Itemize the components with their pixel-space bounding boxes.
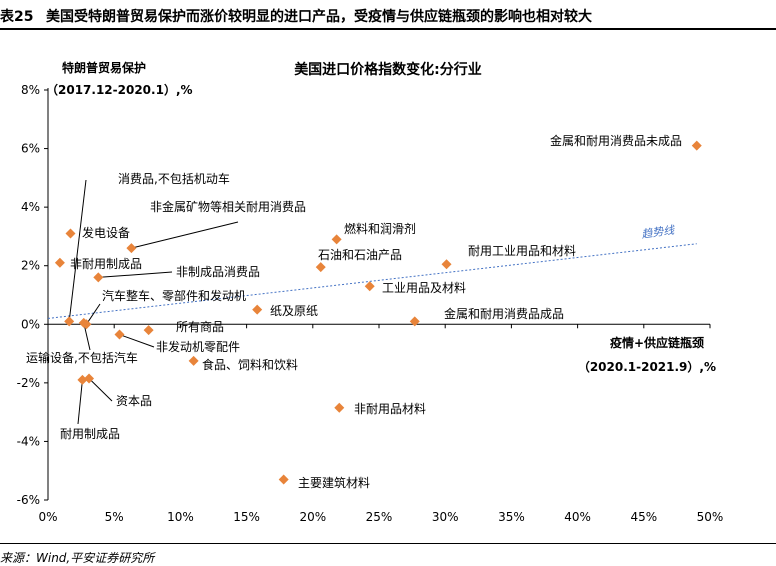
data-point-label: 发电设备 bbox=[82, 225, 130, 240]
y-tick-label: -2% bbox=[17, 376, 40, 390]
leader-line bbox=[77, 379, 83, 425]
y-tick-label: -6% bbox=[17, 493, 40, 507]
data-point-marker bbox=[331, 234, 342, 245]
x-tick-label: 5% bbox=[105, 510, 124, 524]
data-point-label: 所有商品 bbox=[176, 319, 224, 334]
data-point-label: 主要建筑材料 bbox=[298, 475, 370, 490]
y-tick-label: -4% bbox=[17, 434, 40, 448]
leader-line bbox=[119, 334, 155, 348]
x-tick-label: 40% bbox=[564, 510, 591, 524]
data-point-label: 食品、饲料和饮料 bbox=[202, 357, 298, 372]
leader-line bbox=[85, 303, 101, 325]
x-tick-label: 30% bbox=[432, 510, 459, 524]
data-point-marker bbox=[252, 304, 263, 315]
y-tick-label: 4% bbox=[21, 200, 40, 214]
trend-line bbox=[47, 243, 697, 319]
source-footer: 来源：Wind,平安证券研究所 bbox=[0, 543, 776, 565]
data-point-label: 运输设备,不包括汽车 bbox=[26, 350, 138, 365]
data-point-marker bbox=[409, 316, 420, 327]
data-point-label: 耐用工业用品和材料 bbox=[468, 244, 576, 258]
figure-header: 表25 美国受特朗普贸易保护而涨价较明显的进口产品，受疫情与供应链瓶颈的影响也相… bbox=[0, 0, 776, 30]
data-point-label: 资本品 bbox=[116, 394, 152, 408]
data-point-label: 非金属矿物等相关耐用消费品 bbox=[150, 199, 306, 214]
data-point-marker bbox=[691, 140, 702, 151]
x-axis-label-line2: （2020.1-2021.9）,% bbox=[578, 359, 716, 374]
data-point-label: 工业用品及材料 bbox=[382, 281, 466, 295]
y-axis-label-line2: （2017.12-2020.1）,% bbox=[46, 82, 193, 97]
data-point-marker bbox=[65, 228, 76, 239]
trend-line-path bbox=[47, 243, 697, 319]
data-point-marker bbox=[54, 257, 65, 268]
data-points bbox=[54, 140, 702, 485]
x-tick-label: 10% bbox=[167, 510, 194, 524]
data-point-label: 非耐用制成品 bbox=[70, 257, 142, 271]
data-point-label: 石油和石油产品 bbox=[318, 248, 402, 262]
data-point-label: 燃料和润滑剂 bbox=[344, 221, 416, 236]
data-point-marker bbox=[278, 474, 289, 485]
data-point-marker bbox=[143, 325, 154, 336]
data-point-marker bbox=[114, 329, 125, 340]
data-point-label: 耐用制成品 bbox=[60, 427, 120, 441]
leader-line bbox=[88, 378, 113, 402]
figure-number: 表25 bbox=[0, 9, 34, 25]
data-point-label: 汽车整车、零部件和发动机 bbox=[102, 288, 246, 303]
data-point-marker bbox=[64, 316, 75, 327]
data-point-label: 金属和耐用消费品未成品 bbox=[550, 133, 682, 148]
y-axis-label-line1: 特朗普贸易保护 bbox=[62, 60, 146, 75]
data-point-marker bbox=[441, 259, 452, 270]
leader-line bbox=[131, 221, 239, 249]
y-tick-label: 2% bbox=[21, 259, 40, 273]
data-point-label: 金属和耐用消费品成品 bbox=[444, 306, 564, 321]
data-point-marker bbox=[188, 355, 199, 366]
leader-lines bbox=[68, 179, 239, 425]
leader-line bbox=[98, 271, 173, 278]
source-text: 来源：Wind,平安证券研究所 bbox=[0, 551, 155, 565]
x-tick-label: 35% bbox=[498, 510, 525, 524]
x-tick-label: 45% bbox=[630, 510, 657, 524]
figure-title: 美国受特朗普贸易保护而涨价较明显的进口产品，受疫情与供应链瓶颈的影响也相对较大 bbox=[46, 9, 592, 25]
data-point-label: 非制成品消费品 bbox=[176, 265, 260, 279]
data-point-marker bbox=[126, 243, 137, 254]
y-tick-label: 0% bbox=[21, 317, 40, 331]
scatter-chart: 美国进口价格指数变化:分行业 特朗普贸易保护 （2017.12-2020.1）,… bbox=[17, 60, 724, 524]
chart-title: 美国进口价格指数变化:分行业 bbox=[294, 61, 482, 78]
y-tick-label: 6% bbox=[21, 142, 40, 156]
data-point-marker bbox=[77, 374, 88, 385]
data-point-label: 消费品,不包括机动车 bbox=[118, 171, 230, 186]
data-point-marker bbox=[364, 281, 375, 292]
data-point-marker bbox=[78, 317, 89, 328]
x-tick-label: 20% bbox=[299, 510, 326, 524]
trend-line-label: 趋势线 bbox=[641, 223, 676, 241]
data-point-marker bbox=[84, 373, 95, 384]
data-point-marker bbox=[93, 272, 104, 283]
x-tick-label: 25% bbox=[366, 510, 393, 524]
axes: -6% -4% -2% 0% 2% 4% 6% 8% 0% 5% 10% 15% 20% 25% 30% 35… bbox=[17, 83, 724, 524]
x-tick-label: 0% bbox=[38, 510, 57, 524]
x-tick-label: 15% bbox=[233, 510, 260, 524]
x-tick-label: 50% bbox=[697, 510, 724, 524]
data-point-marker bbox=[315, 262, 326, 273]
data-point-label: 非耐用品材料 bbox=[354, 402, 426, 416]
data-point-label: 纸及原纸 bbox=[270, 304, 318, 318]
y-tick-label: 8% bbox=[21, 83, 40, 97]
leader-line bbox=[68, 179, 87, 322]
x-axis-label-line1: 疫情+供应链瓶颈 bbox=[610, 335, 704, 350]
data-point-marker bbox=[334, 402, 345, 413]
data-point-label: 非发动机零配件 bbox=[156, 339, 240, 354]
